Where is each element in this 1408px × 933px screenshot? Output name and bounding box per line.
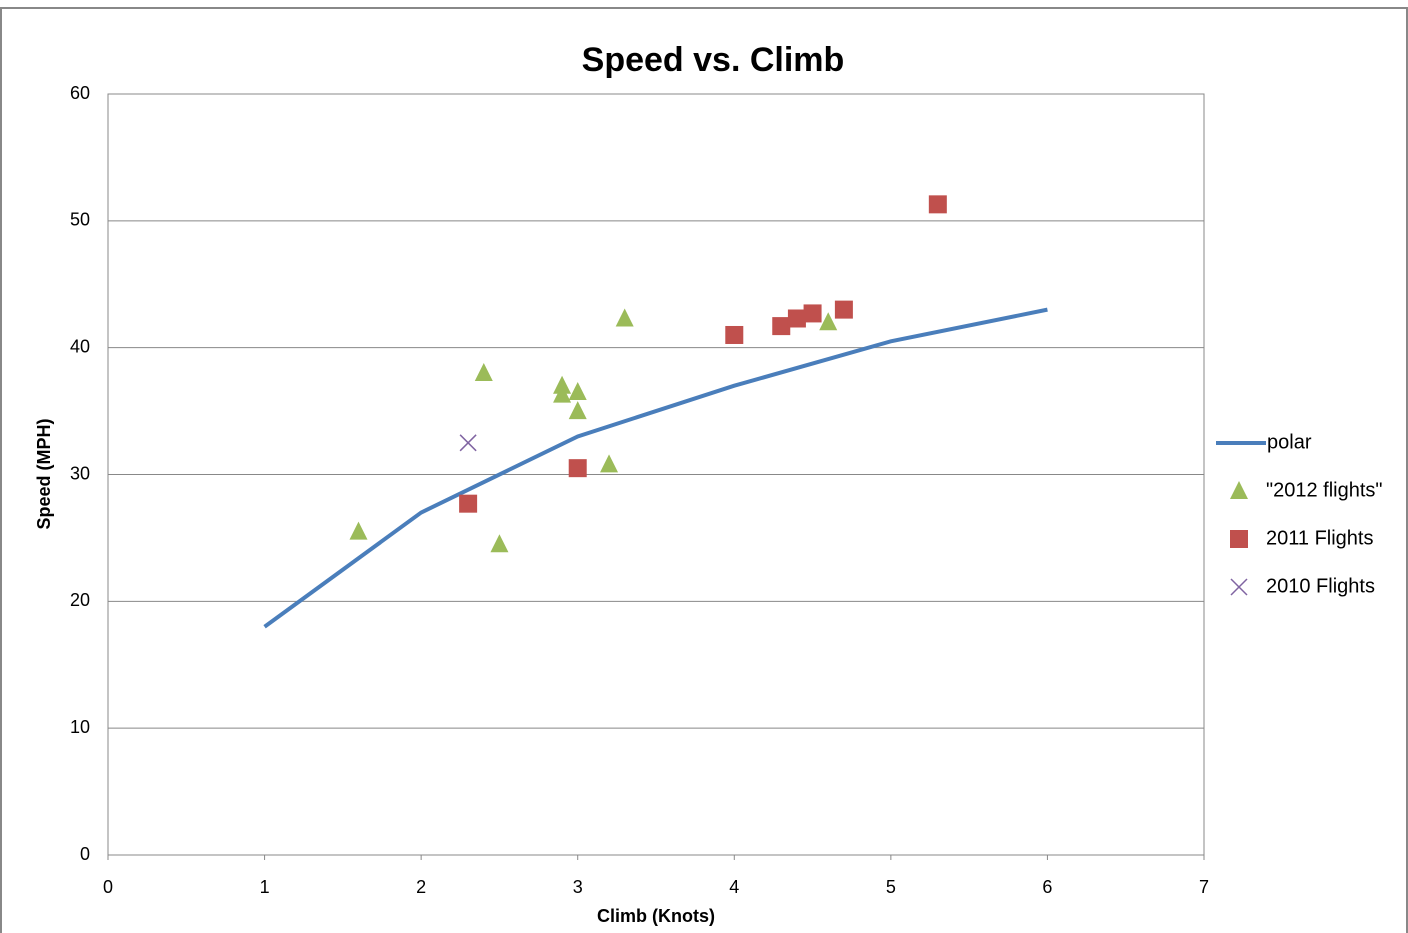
triangle-point	[819, 312, 838, 331]
legend-label: "2012 flights"	[1266, 479, 1383, 501]
triangle-point	[349, 521, 368, 540]
square-point	[803, 304, 822, 323]
polar-line	[263, 307, 1048, 629]
triangle-point	[1230, 481, 1248, 499]
x-tick-label: 3	[573, 877, 583, 897]
x-tick-label: 5	[886, 877, 896, 897]
x-tick-label: 1	[260, 877, 270, 897]
square-point	[772, 317, 791, 336]
x-axis-label: Climb (Knots)	[597, 906, 715, 926]
y-tick-label: 50	[70, 210, 90, 230]
x-point	[1230, 578, 1248, 596]
y-tick-label: 0	[80, 844, 90, 864]
legend-label: 2010 Flights	[1266, 575, 1375, 597]
chart-title: Speed vs. Climb	[582, 41, 845, 79]
y-tick-label: 30	[70, 463, 90, 483]
y-tick-label: 20	[70, 590, 90, 610]
triangle-point	[600, 454, 619, 473]
chart-border	[0, 7, 1408, 933]
y-tick-label: 10	[70, 717, 90, 737]
x-point	[459, 434, 477, 452]
x-tick-label: 4	[729, 877, 739, 897]
legend-label: polar	[1267, 431, 1312, 453]
square-point	[725, 325, 744, 344]
triangle-point	[615, 308, 634, 327]
triangle-point	[474, 363, 493, 382]
x-tick-label: 6	[1042, 877, 1052, 897]
triangle-point	[568, 382, 587, 401]
triangle-point	[490, 534, 509, 553]
triangle-point	[553, 384, 572, 403]
square-point	[568, 459, 587, 478]
square-point	[928, 195, 947, 214]
triangle-point	[568, 401, 587, 420]
square-point	[459, 494, 478, 513]
x-tick-label: 7	[1199, 877, 1209, 897]
y-tick-label: 40	[70, 336, 90, 356]
square-point	[787, 309, 806, 328]
square-point	[1230, 530, 1248, 548]
x-tick-label: 0	[103, 877, 113, 897]
legend-label: 2011 Flights	[1266, 527, 1373, 549]
square-point	[834, 300, 853, 319]
y-axis-label: Speed (MPH)	[34, 418, 54, 529]
x-tick-label: 2	[416, 877, 426, 897]
y-tick-label: 60	[70, 83, 90, 103]
